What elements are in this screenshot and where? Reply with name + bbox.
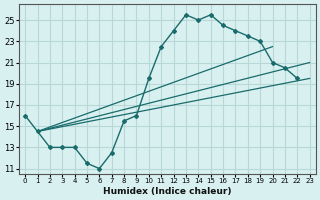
X-axis label: Humidex (Indice chaleur): Humidex (Indice chaleur) — [103, 187, 232, 196]
